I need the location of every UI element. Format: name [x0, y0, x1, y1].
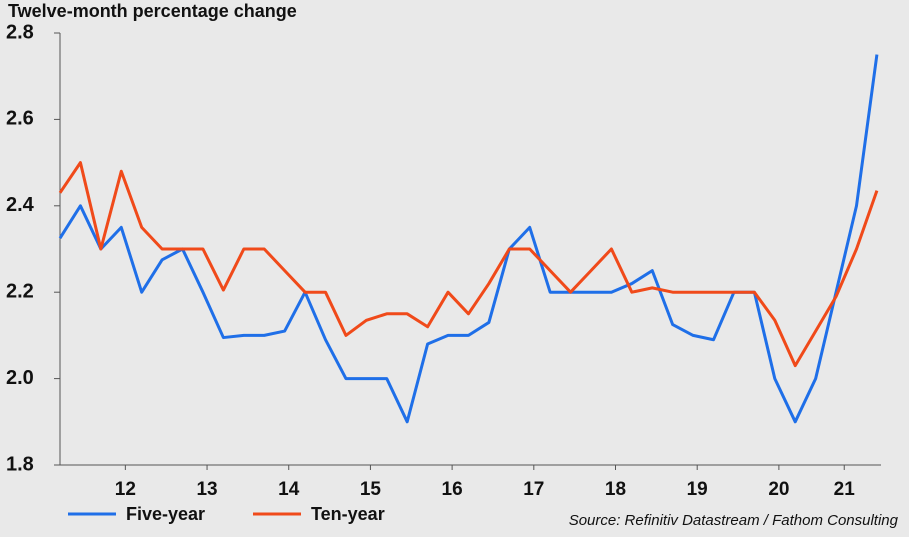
x-tick-label: 15: [360, 479, 382, 500]
x-tick-label: 20: [768, 479, 789, 500]
legend-label: Ten-year: [311, 504, 385, 524]
chart-title: Twelve-month percentage change: [8, 1, 297, 21]
y-tick-label: 2.0: [6, 367, 34, 389]
y-tick-label: 2.6: [6, 108, 34, 130]
legend-label: Five-year: [126, 504, 205, 524]
y-tick-label: 2.2: [6, 280, 34, 302]
y-tick-label: 2.4: [6, 194, 35, 216]
y-tick-label: 1.8: [6, 453, 34, 475]
x-tick-label: 12: [115, 479, 136, 500]
x-tick-label: 13: [196, 479, 217, 500]
x-tick-label: 14: [278, 479, 300, 500]
line-series: [58, 161, 879, 368]
x-tick-label: 18: [605, 479, 626, 500]
x-tick-label: 17: [523, 479, 544, 500]
x-tick-label: 19: [687, 479, 708, 500]
x-tick-label: 21: [834, 479, 856, 500]
x-tick-label: 16: [442, 479, 463, 500]
y-tick-label: 2.8: [6, 21, 34, 43]
source-note: Source: Refinitiv Datastream / Fathom Co…: [569, 512, 899, 529]
